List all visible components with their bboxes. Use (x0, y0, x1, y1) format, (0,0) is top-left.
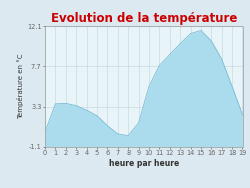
Y-axis label: Température en °C: Température en °C (17, 54, 24, 119)
Title: Evolution de la température: Evolution de la température (50, 12, 237, 25)
X-axis label: heure par heure: heure par heure (108, 159, 179, 168)
